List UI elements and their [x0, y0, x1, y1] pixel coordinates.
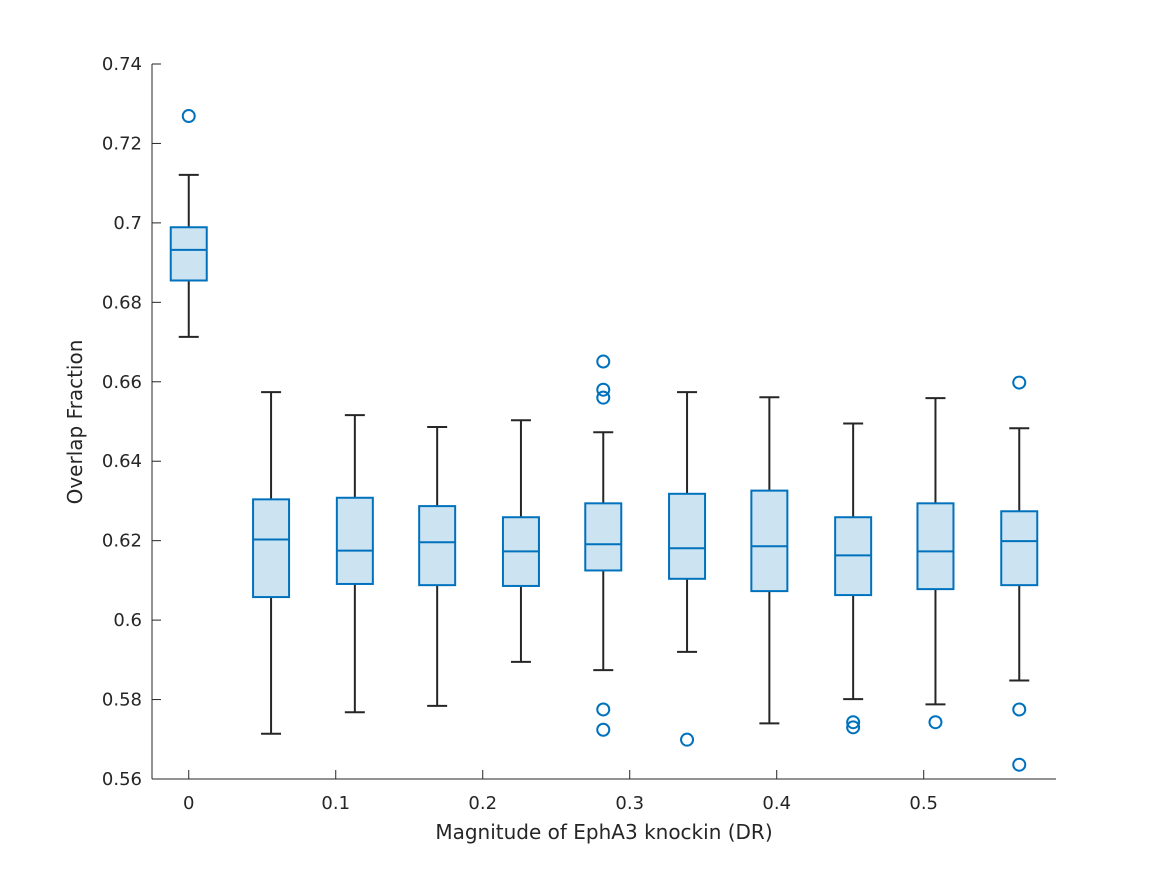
- y-axis-label: Overlap Fraction: [63, 340, 87, 505]
- x-tick-label: 0.4: [762, 793, 791, 814]
- axes: 0.56 0.58 0.6 0.62 0.64 0.66 0.68 0.7 0.72 0.74 0 0…: [102, 54, 1056, 814]
- y-tick-label: 0.68: [102, 292, 142, 313]
- box-iqr: [916, 502, 955, 591]
- box-group: [169, 109, 208, 338]
- box-group: [916, 397, 955, 730]
- x-axis-label: Magnitude of EphA3 knockin (DR): [435, 820, 772, 844]
- x-tick-label: 0.3: [615, 793, 644, 814]
- outlier-point: [596, 722, 611, 737]
- box-group: [668, 391, 707, 747]
- x-tick-label: 0.2: [468, 793, 497, 814]
- y-tick-label: 0.58: [102, 690, 142, 711]
- outlier-point: [846, 715, 861, 730]
- outlier-point: [181, 109, 196, 124]
- y-tick-label: 0.7: [113, 213, 142, 234]
- box-iqr: [252, 498, 291, 599]
- y-tick-label: 0.72: [102, 133, 142, 154]
- box-group: [335, 414, 374, 714]
- box-group: [584, 354, 623, 737]
- x-tick-label: 0.5: [909, 793, 938, 814]
- box-iqr: [418, 505, 457, 587]
- box-group: [1000, 375, 1039, 772]
- box-group: [418, 426, 457, 707]
- box-group: [501, 419, 540, 663]
- outlier-point: [596, 382, 611, 397]
- box-iqr: [668, 492, 707, 580]
- y-tick-label: 0.56: [102, 769, 142, 790]
- box-group: [252, 391, 291, 735]
- x-tick-label: 0.1: [321, 793, 350, 814]
- box-marks: [169, 109, 1039, 772]
- outlier-point: [596, 390, 611, 405]
- outlier-point: [1012, 757, 1027, 772]
- outlier-point: [596, 354, 611, 369]
- outlier-point: [1012, 375, 1027, 390]
- outlier-point: [680, 732, 695, 747]
- y-tick-label: 0.6: [113, 610, 142, 631]
- outlier-point: [596, 702, 611, 717]
- box-group: [834, 422, 873, 735]
- outlier-point: [846, 720, 861, 735]
- outlier-point: [1012, 702, 1027, 717]
- y-tick-label: 0.74: [102, 54, 142, 75]
- y-tick-label: 0.62: [102, 531, 142, 552]
- box-iqr: [1000, 510, 1039, 587]
- box-group: [750, 396, 789, 725]
- y-tick-label: 0.66: [102, 372, 142, 393]
- box-iqr: [584, 502, 623, 572]
- box-iqr: [169, 226, 208, 282]
- y-tick-label: 0.64: [102, 451, 142, 472]
- box-iqr: [750, 489, 789, 593]
- x-tick-label: 0: [183, 793, 194, 814]
- outlier-point: [928, 715, 943, 730]
- box-iqr: [335, 496, 374, 585]
